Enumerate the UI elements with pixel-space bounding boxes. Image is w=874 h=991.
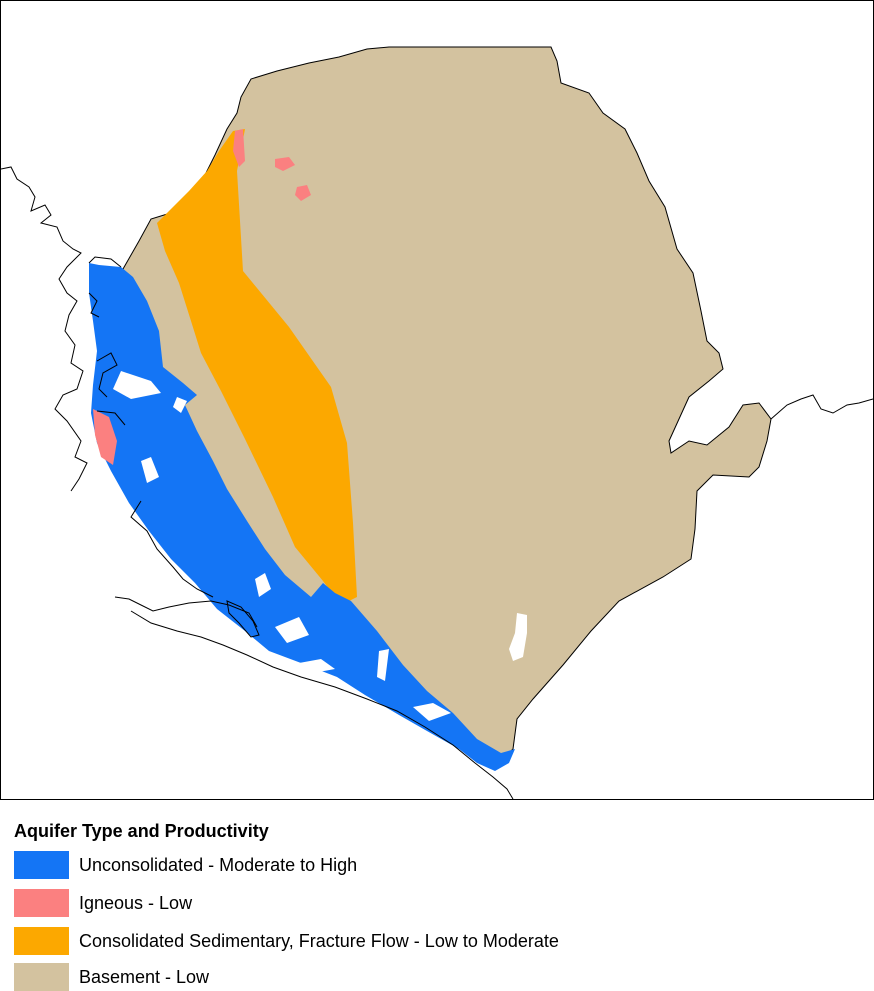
map-frame[interactable] xyxy=(0,0,874,800)
lagoon-void xyxy=(255,573,271,597)
legend-item-consolidated: Consolidated Sedimentary, Fracture Flow … xyxy=(14,927,559,955)
lagoon-void xyxy=(275,617,309,643)
legend-swatch-consolidated xyxy=(14,927,69,955)
consolidated-sedimentary-region xyxy=(157,129,357,605)
igneous-region xyxy=(295,185,311,201)
legend-swatch-unconsolidated xyxy=(14,851,69,879)
legend-title: Aquifer Type and Productivity xyxy=(14,821,269,841)
unconsolidated-region xyxy=(89,263,515,771)
legend: Aquifer Type and Productivity Unconsolid… xyxy=(0,800,874,991)
lagoon-void xyxy=(113,371,161,399)
legend-swatch-igneous xyxy=(14,889,69,917)
lagoon-void xyxy=(173,397,187,413)
aquifer-map[interactable] xyxy=(1,1,873,799)
legend-label: Igneous - Low xyxy=(79,892,193,913)
legend-label: Consolidated Sedimentary, Fracture Flow … xyxy=(79,930,559,951)
igneous-region xyxy=(275,157,295,171)
lagoon-void xyxy=(141,457,159,483)
coastline-outline xyxy=(1,166,873,799)
igneous-region xyxy=(233,129,245,167)
legend-item-igneous: Igneous - Low xyxy=(14,889,192,917)
lagoon-void xyxy=(377,649,389,681)
lagoon-void xyxy=(413,703,451,721)
legend-item-basement: Basement - Low xyxy=(14,963,209,991)
legend-swatch-basement xyxy=(14,963,69,991)
inland-void xyxy=(509,613,527,661)
igneous-region xyxy=(93,409,117,465)
legend-label: Unconsolidated - Moderate to High xyxy=(79,854,358,875)
legend-label: Basement - Low xyxy=(79,966,210,987)
lagoon-void xyxy=(299,659,335,673)
legend-item-unconsolidated: Unconsolidated - Moderate to High xyxy=(14,851,357,879)
